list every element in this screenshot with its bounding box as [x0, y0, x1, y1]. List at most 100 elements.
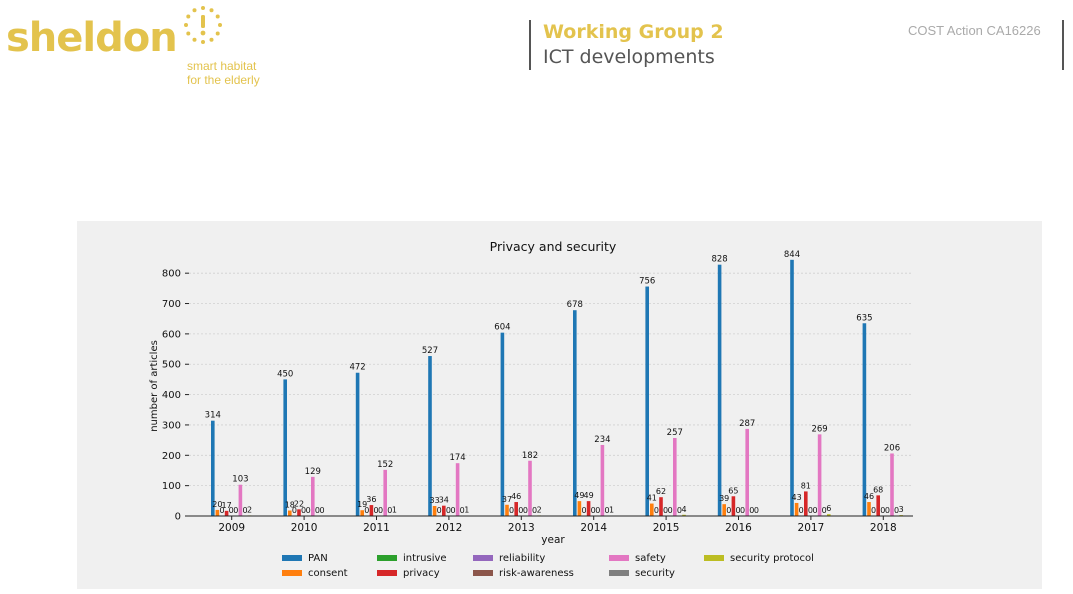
bar-value-label: 41 — [647, 494, 657, 503]
bar-value-label: 1 — [392, 506, 397, 515]
bar-safety — [817, 434, 822, 516]
bar-value-label: 0 — [668, 506, 673, 515]
bar-value-label: 1 — [609, 506, 614, 515]
bar-safety — [311, 476, 315, 516]
bar-value-label: 314 — [205, 411, 221, 421]
x-tick-label: 2010 — [291, 522, 318, 534]
bar-value-label: 0 — [532, 506, 537, 515]
x-tick-label: 2014 — [580, 522, 607, 534]
bar-PAN — [355, 372, 360, 516]
bar-value-label: 0 — [509, 506, 514, 515]
legend-swatch — [282, 570, 302, 576]
bar-consent — [794, 502, 799, 516]
bar-value-label: 129 — [305, 467, 321, 477]
bar-consent — [722, 504, 726, 516]
bar-consent — [360, 510, 364, 516]
legend-swatch — [473, 570, 493, 576]
bar-value-label: 0 — [663, 506, 668, 515]
tagline-line-1: smart habitat — [187, 59, 257, 73]
bar-value-label: 3 — [899, 505, 904, 514]
bar-value-label: 17 — [222, 501, 232, 510]
bar-value-label: 844 — [784, 250, 800, 260]
bar-value-label: 62 — [656, 487, 666, 496]
y-tick-label: 600 — [162, 329, 181, 340]
legend-label: intrusive — [403, 553, 447, 564]
bar-privacy — [224, 510, 229, 516]
bar-consent — [867, 502, 871, 516]
bar-value-label: 152 — [377, 460, 393, 470]
bar-value-label: 182 — [522, 451, 538, 461]
bar-value-label: 635 — [856, 313, 872, 323]
bar-PAN — [717, 264, 722, 516]
x-tick-label: 2018 — [870, 522, 897, 534]
bar-value-label: 0 — [591, 506, 596, 515]
y-tick-label: 0 — [175, 512, 181, 523]
bar-consent — [215, 509, 220, 516]
x-tick-label: 2017 — [798, 522, 825, 534]
legend-swatch — [377, 570, 397, 576]
bar-value-label: 0 — [581, 506, 586, 515]
legend-label: reliability — [499, 553, 545, 564]
bar-privacy — [731, 496, 736, 516]
x-tick-label: 2011 — [363, 522, 390, 534]
bar-PAN — [428, 356, 432, 516]
bar-value-label: 0 — [523, 506, 528, 515]
bar-value-label: 2 — [537, 505, 542, 514]
bar-value-label: 0 — [885, 506, 890, 515]
bar-safety — [890, 453, 894, 516]
x-tick-label: 2009 — [218, 522, 245, 534]
bar-value-label: 174 — [449, 453, 465, 463]
bar-value-label: 0 — [233, 506, 238, 515]
bar-value-label: 0 — [219, 506, 224, 515]
bar-value-label: 33 — [430, 496, 440, 505]
bar-value-label: 43 — [792, 493, 802, 502]
bar-value-label: 0 — [373, 506, 378, 515]
bar-safety — [383, 469, 387, 516]
bar-value-label: 46 — [511, 492, 521, 501]
bar-PAN — [862, 323, 867, 516]
bar-value-label: 1 — [464, 506, 469, 515]
bar-value-label: 604 — [494, 323, 510, 333]
bar-safety — [528, 460, 532, 516]
bar-value-label: 0 — [749, 506, 754, 515]
bar-value-label: 287 — [739, 419, 755, 429]
chart-panel: Privacy and security number of articles … — [77, 221, 1042, 589]
bar-value-label: 0 — [315, 506, 320, 515]
bar-value-label: 49 — [574, 491, 584, 500]
bar-value-label: 0 — [871, 506, 876, 515]
tagline-line-2: for the elderly — [187, 73, 260, 87]
bar-value-label: 22 — [294, 499, 304, 508]
x-tick-label: 2013 — [508, 522, 535, 534]
bar-security-protocol — [682, 514, 686, 516]
sun-logo-icon — [184, 6, 222, 44]
bar-PAN — [645, 286, 649, 516]
bar-value-label: 450 — [277, 369, 293, 379]
y-tick-label: 300 — [162, 420, 181, 431]
logo-wordmark: sheldon — [6, 15, 178, 61]
bar-value-label: 828 — [711, 255, 727, 265]
bar-consent — [432, 505, 437, 516]
bar-privacy — [514, 502, 518, 516]
bar-value-label: 0 — [654, 506, 659, 515]
y-tick-label: 100 — [162, 481, 181, 492]
bar-value-label: 0 — [437, 506, 442, 515]
bar-value-label: 0 — [229, 506, 234, 515]
bar-value-label: 0 — [726, 506, 731, 515]
bar-value-label: 4 — [681, 505, 686, 514]
x-tick-label: 2012 — [436, 522, 463, 534]
legend-label: privacy — [403, 568, 440, 579]
bar-consent — [577, 501, 582, 516]
header-divider — [529, 20, 531, 70]
bar-value-label: 46 — [864, 492, 874, 501]
bar-consent — [505, 504, 509, 516]
bar-safety — [600, 444, 605, 516]
y-tick-label: 400 — [162, 390, 181, 401]
bar-value-label: 81 — [801, 481, 811, 490]
bar-value-label: 0 — [799, 506, 804, 515]
bar-value-label: 0 — [754, 506, 759, 515]
bar-value-label: 0 — [808, 506, 813, 515]
bar-safety — [455, 463, 460, 516]
logo-tagline: smart habitat for the elderly — [187, 59, 260, 87]
x-tick-label: 2016 — [725, 522, 752, 534]
legend-label: security protocol — [730, 553, 814, 564]
